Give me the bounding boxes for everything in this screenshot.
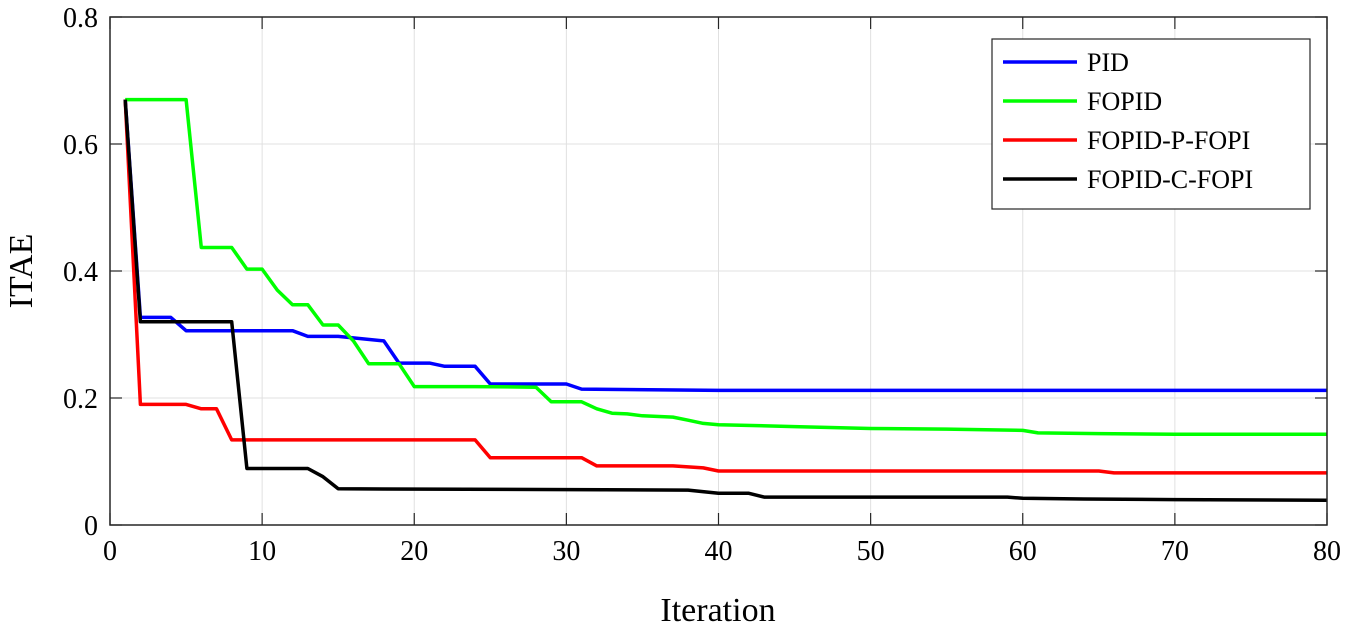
x-axis-title: Iteration xyxy=(660,592,775,629)
x-tick-label-1: 10 xyxy=(248,536,276,567)
x-tick-label-4: 40 xyxy=(705,536,733,567)
y-tick-label-0: 0 xyxy=(84,511,98,542)
x-tick-label-6: 60 xyxy=(1009,536,1037,567)
series-line-fopid-c-fopi xyxy=(123,99,1328,502)
y-tick-labels: 0 0.2 0.4 0.6 0.8 xyxy=(63,3,98,542)
y-tick-label-4: 0.8 xyxy=(63,3,98,34)
x-tick-label-5: 50 xyxy=(857,536,885,567)
y-axis-title: ITAE xyxy=(3,234,40,309)
tick-marks xyxy=(109,16,1328,526)
series-line-pid xyxy=(123,99,1327,393)
legend: PID FOPID FOPID-P-FOPI FOPID-C-FOPI xyxy=(991,38,1311,210)
x-tick-label-8: 80 xyxy=(1313,536,1341,567)
legend-label-pid: PID xyxy=(1087,48,1129,77)
legend-label-fopid: FOPID xyxy=(1087,87,1162,116)
series-line-fopid xyxy=(125,97,1327,436)
legend-label-fopid-p-fopi: FOPID-P-FOPI xyxy=(1087,126,1250,155)
x-tick-label-0: 0 xyxy=(103,536,117,567)
legend-label-fopid-c-fopi: FOPID-C-FOPI xyxy=(1087,165,1253,194)
x-tick-label-3: 30 xyxy=(552,536,580,567)
x-tick-label-2: 20 xyxy=(400,536,428,567)
x-tick-label-7: 70 xyxy=(1161,536,1189,567)
y-tick-label-2: 0.4 xyxy=(63,257,98,288)
series-line-fopid-p-fopi xyxy=(123,99,1327,475)
y-tick-label-1: 0.2 xyxy=(63,384,98,415)
series-layer xyxy=(123,97,1328,502)
x-tick-labels: 0 10 20 30 40 50 60 70 80 xyxy=(103,536,1341,567)
y-tick-label-3: 0.6 xyxy=(63,130,98,161)
